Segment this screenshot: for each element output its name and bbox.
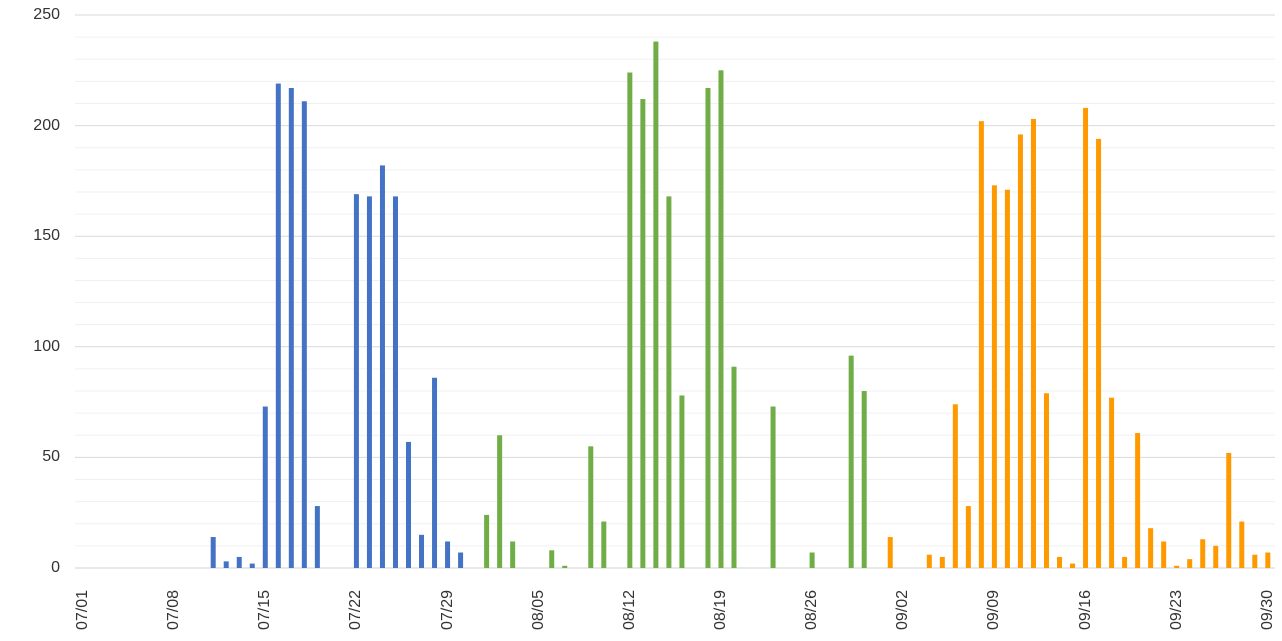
y-tick-label: 200 [33, 116, 60, 134]
bar [770, 406, 776, 568]
bar [926, 554, 932, 568]
bar [1252, 554, 1258, 568]
bar [666, 196, 672, 568]
bar [262, 406, 268, 568]
bar [236, 556, 242, 568]
bar [1083, 107, 1089, 569]
bar [809, 552, 815, 568]
bar [301, 101, 307, 568]
bar [731, 366, 737, 568]
x-tick-label: 08/19 [711, 589, 729, 630]
bar [601, 521, 607, 568]
bar [1226, 452, 1232, 568]
bar [484, 514, 490, 568]
x-tick-label: 09/23 [1167, 589, 1185, 630]
bar [965, 506, 971, 568]
bar [249, 563, 255, 568]
bar [458, 552, 464, 568]
bar [445, 541, 451, 568]
y-tick-label: 50 [42, 448, 60, 466]
bar [562, 565, 568, 568]
x-tick-label: 09/30 [1258, 589, 1276, 630]
bar [1096, 138, 1102, 568]
bar [679, 395, 685, 568]
bar [1004, 189, 1010, 569]
bar [588, 446, 594, 568]
x-tick-label: 08/26 [803, 589, 821, 630]
x-tick-label: 07/15 [256, 589, 274, 630]
bar [314, 506, 320, 568]
y-tick-label: 250 [33, 6, 60, 23]
x-tick-label: 09/02 [894, 589, 912, 630]
bar [952, 404, 958, 568]
y-tick-label: 100 [33, 337, 60, 355]
bar [223, 561, 229, 568]
bar [379, 165, 385, 568]
bar [392, 196, 398, 568]
x-tick-label: 07/08 [165, 589, 183, 630]
bar [1109, 397, 1115, 568]
bar [1200, 539, 1206, 568]
bar [288, 87, 294, 568]
bar [1239, 521, 1245, 568]
bar [366, 196, 372, 568]
bar [1187, 559, 1193, 568]
bar [1043, 393, 1049, 568]
x-tick-label: 07/01 [74, 589, 91, 630]
x-tick-label: 07/22 [347, 589, 365, 630]
bar [497, 435, 503, 568]
bar [978, 121, 984, 569]
bar [861, 391, 867, 568]
x-tick-label: 08/05 [529, 589, 547, 630]
bar [275, 83, 281, 569]
bar [1030, 118, 1036, 569]
bar [887, 537, 893, 568]
bar [1161, 541, 1167, 568]
y-tick-label: 0 [51, 559, 60, 576]
bar [640, 99, 646, 568]
bar [718, 70, 724, 569]
x-tick-label: 08/12 [620, 589, 638, 630]
bar [1057, 556, 1062, 568]
bar [432, 377, 438, 568]
bar [939, 556, 945, 568]
bar [705, 87, 711, 568]
bar [210, 537, 216, 568]
bar [419, 534, 425, 568]
bar [1265, 552, 1271, 568]
bar [653, 41, 659, 568]
bar [1017, 134, 1023, 568]
bar [549, 550, 555, 568]
bar [510, 541, 516, 568]
bar [1213, 545, 1219, 568]
bar [1148, 528, 1154, 568]
bar [1135, 433, 1141, 568]
bar [1174, 565, 1180, 568]
bar [1070, 563, 1076, 568]
bar [991, 185, 997, 568]
bar [627, 72, 633, 569]
y-tick-label: 150 [33, 227, 60, 245]
bar [353, 194, 359, 568]
x-tick-label: 09/09 [985, 589, 1003, 630]
bar [406, 441, 411, 568]
x-tick-label: 07/29 [438, 589, 456, 630]
x-tick-label: 09/16 [1076, 589, 1094, 630]
bar [848, 355, 854, 568]
bar [1122, 556, 1128, 568]
